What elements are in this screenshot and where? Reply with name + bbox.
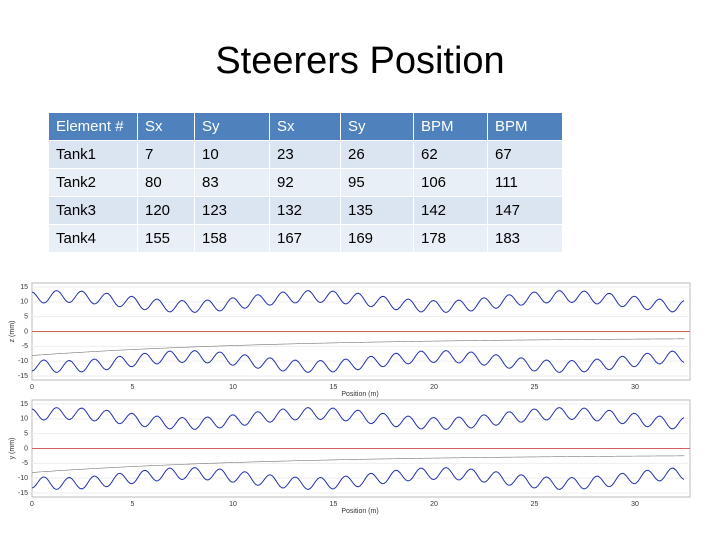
table-cell: BPM [413,112,488,141]
trace [31,338,685,356]
y-axis-label: y (mm) [9,438,16,460]
table-cell: Tank1 [48,140,138,169]
table-cell: 26 [340,140,414,169]
y-axis-label: z (mm) [9,321,16,343]
table-cell: 158 [194,224,270,253]
table-cell: Sx [269,112,341,141]
table-row: Tank3 120 123 132 135 142 147 [48,196,563,225]
x-tick-label: 20 [430,501,438,508]
table-cell: 183 [487,224,563,253]
x-tick-label: 5 [131,384,135,391]
y-tick-label: -5 [22,460,28,467]
table-cell: 83 [194,168,270,197]
table-cell: 120 [137,196,195,225]
y-tick-label: 5 [24,431,28,438]
y-tick-label: 0 [24,328,28,335]
slide-title: Steerers Position [215,40,505,82]
trace [31,455,685,473]
y-tick-label: 15 [20,401,28,408]
x-tick-label: 10 [229,384,237,391]
table-cell: 135 [340,196,414,225]
x-tick-label: 5 [131,501,135,508]
table-cell: 169 [340,224,414,253]
x-tick-label: 30 [631,501,639,508]
table-cell: 62 [413,140,488,169]
table-cell: 132 [269,196,341,225]
table-cell: 155 [137,224,195,253]
x-tick-label: 25 [531,501,539,508]
table-row: Tank1 7 10 23 26 62 67 [48,140,563,169]
table-cell: BPM [487,112,563,141]
table-row: Element # Sx Sy Sx Sy BPM BPM [48,112,563,141]
table-cell: 67 [487,140,563,169]
table-cell: 80 [137,168,195,197]
table-cell: 106 [413,168,488,197]
table-cell: Tank2 [48,168,138,197]
x-tick-label: 10 [229,501,237,508]
x-tick-label: 15 [330,384,338,391]
y-tick-label: 10 [20,416,28,423]
table-cell: 142 [413,196,488,225]
y-tick-label: 10 [20,299,28,306]
x-tick-label: 15 [330,501,338,508]
y-tick-label: -15 [18,373,28,380]
x-axis-label: Position (m) [341,508,378,515]
envelope [31,350,685,373]
table-row: Tank2 80 83 92 95 106 111 [48,168,563,197]
y-tick-label: 15 [20,284,28,291]
table-cell: 178 [413,224,488,253]
y-tick-label: -5 [22,343,28,350]
table-cell: 95 [340,168,414,197]
table-cell: Tank4 [48,224,138,253]
table-cell: Tank3 [48,196,138,225]
table-cell: 92 [269,168,341,197]
y-tick-label: -10 [18,358,28,365]
x-tick-label: 0 [30,501,34,508]
y-tick-label: 0 [24,445,28,452]
envelope [31,407,685,430]
table-cell: Sx [137,112,195,141]
table-cell: 123 [194,196,270,225]
x-tick-label: 20 [430,384,438,391]
x-tick-label: 25 [531,384,539,391]
table-cell: 167 [269,224,341,253]
envelope [31,467,685,490]
table-cell: 7 [137,140,195,169]
y-tick-label: 5 [24,314,28,321]
steerer-table: Element # Sx Sy Sx Sy BPM BPM Tank1 7 10 23 26 62 67 T… [48,112,563,253]
x-tick-label: 30 [631,384,639,391]
y-tick-label: -15 [18,490,28,497]
x-axis-label: Position (m) [341,391,378,398]
envelope [31,290,685,313]
table-cell: 111 [487,168,563,197]
x-tick-label: 0 [30,384,34,391]
table-cell: Sy [194,112,270,141]
table-cell: 10 [194,140,270,169]
table-cell: 23 [269,140,341,169]
table-cell: Sy [340,112,414,141]
table-row: Tank4 155 158 167 169 178 183 [48,224,563,253]
table-cell: Element # [48,112,138,141]
y-tick-label: -10 [18,475,28,482]
table-cell: 147 [487,196,563,225]
